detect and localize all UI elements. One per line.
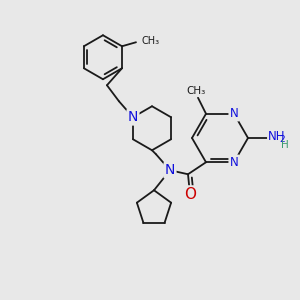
Text: NH: NH bbox=[268, 130, 286, 142]
Text: 2: 2 bbox=[279, 134, 285, 143]
Text: O: O bbox=[184, 187, 196, 202]
Text: N: N bbox=[230, 156, 238, 169]
Text: CH₃: CH₃ bbox=[186, 86, 206, 96]
Text: H: H bbox=[281, 140, 289, 150]
Text: N: N bbox=[165, 163, 175, 177]
Text: N: N bbox=[230, 107, 238, 120]
Text: CH₃: CH₃ bbox=[141, 36, 159, 46]
Text: N: N bbox=[128, 110, 138, 124]
